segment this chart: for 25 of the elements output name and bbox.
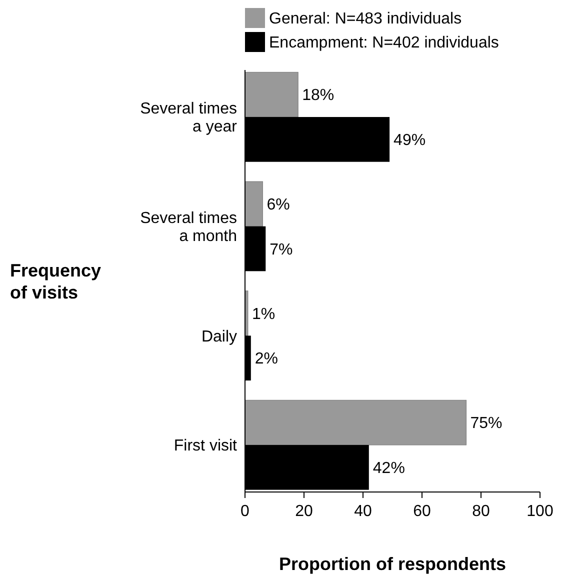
data-label: 1% (252, 306, 276, 323)
x-tick-label: 0 (240, 503, 250, 520)
x-tick-label: 60 (413, 503, 431, 520)
data-label: 75% (470, 415, 502, 432)
legend-label: General: N=483 individuals (269, 10, 462, 28)
x-tick-label: 40 (354, 503, 372, 520)
data-label: 7% (270, 241, 293, 258)
y-axis-title: Frequency of visits (10, 260, 102, 302)
y-tick-label: First visit (174, 438, 238, 455)
y-tick-label: Several times a month (140, 210, 237, 245)
data-label: 6% (266, 196, 290, 214)
x-tick-label: 100 (526, 503, 554, 520)
data-label: 18% (302, 87, 334, 104)
x-axis-title: Proportion of respondents (279, 554, 506, 574)
data-label: 2% (254, 350, 278, 368)
x-tick-label: 20 (295, 503, 313, 520)
y-tick-label: Several times a year (140, 100, 238, 136)
bar (244, 181, 263, 227)
y-tick-label: Daily (201, 328, 237, 346)
bar (244, 400, 466, 446)
data-label: 49% (394, 132, 426, 150)
x-tick-label: 80 (472, 503, 490, 520)
bar (244, 72, 298, 118)
legend-label: Encampment: N=402 individuals (269, 34, 499, 52)
data-label: 42% (372, 460, 405, 477)
